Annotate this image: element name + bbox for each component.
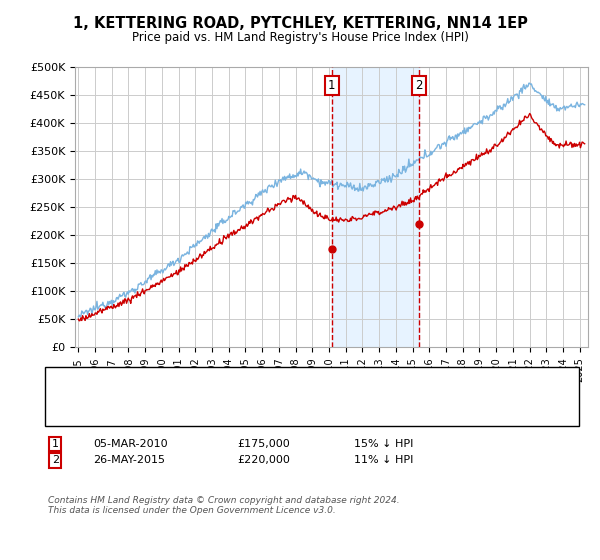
Text: 2: 2 — [415, 78, 422, 92]
Bar — [332, 67, 419, 347]
Text: 05-MAR-2010: 05-MAR-2010 — [93, 439, 167, 449]
Text: 1: 1 — [52, 439, 59, 449]
Text: Price paid vs. HM Land Registry's House Price Index (HPI): Price paid vs. HM Land Registry's House … — [131, 31, 469, 44]
Text: 15% ↓ HPI: 15% ↓ HPI — [354, 439, 413, 449]
Text: 11% ↓ HPI: 11% ↓ HPI — [354, 455, 413, 465]
Text: 1, KETTERING ROAD, PYTCHLEY, KETTERING, NN14 1EP (detached house): 1, KETTERING ROAD, PYTCHLEY, KETTERING, … — [99, 380, 480, 390]
Text: £220,000: £220,000 — [237, 455, 290, 465]
Text: Contains HM Land Registry data © Crown copyright and database right 2024.
This d: Contains HM Land Registry data © Crown c… — [48, 496, 400, 515]
Text: 1: 1 — [328, 78, 335, 92]
Text: 1, KETTERING ROAD, PYTCHLEY, KETTERING, NN14 1EP: 1, KETTERING ROAD, PYTCHLEY, KETTERING, … — [73, 16, 527, 31]
Text: £175,000: £175,000 — [237, 439, 290, 449]
Text: 26-MAY-2015: 26-MAY-2015 — [93, 455, 165, 465]
Text: 2: 2 — [52, 455, 59, 465]
Text: HPI: Average price, detached house, North Northamptonshire: HPI: Average price, detached house, Nort… — [99, 405, 419, 416]
